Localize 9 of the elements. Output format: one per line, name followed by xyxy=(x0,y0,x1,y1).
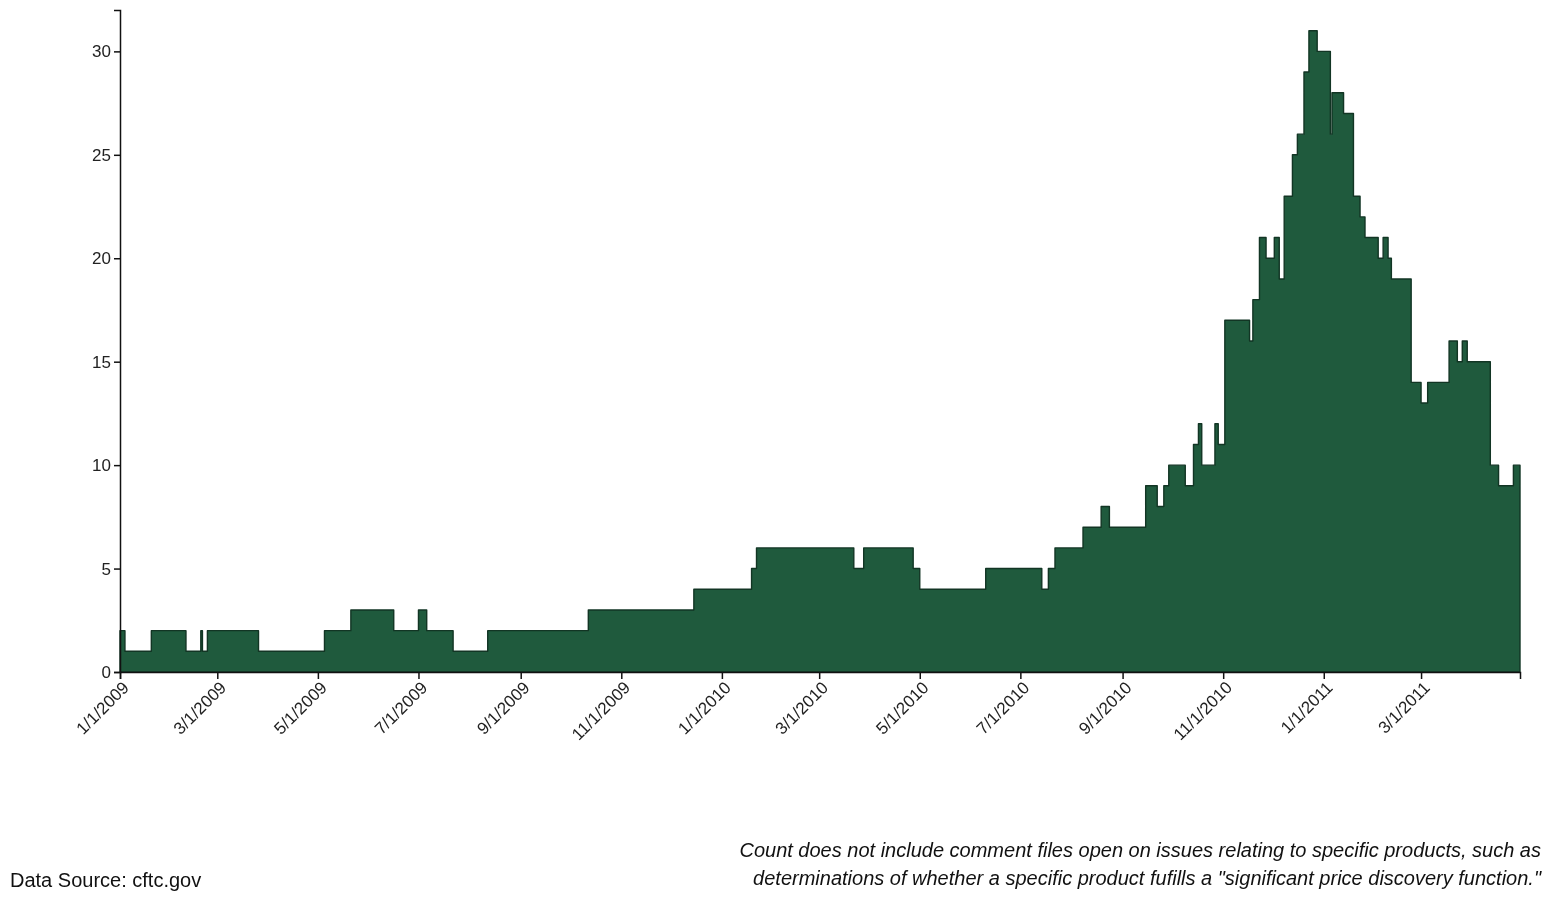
y-tick-label: 10 xyxy=(92,456,111,476)
y-tick-label: 15 xyxy=(92,352,111,372)
y-tick-label: 30 xyxy=(92,42,111,62)
source-note: Data Source: cftc.gov xyxy=(10,869,202,892)
y-tick-label: 25 xyxy=(92,145,111,165)
y-tick-label: 20 xyxy=(92,249,111,269)
text: Count does not include comment files open on issues relating to specific products, such as determinations of whether a specific product fufills a "significant price discovery function." xyxy=(738,838,1541,891)
y-tick-label: 0 xyxy=(101,662,111,682)
y-tick-label: 5 xyxy=(101,559,111,579)
